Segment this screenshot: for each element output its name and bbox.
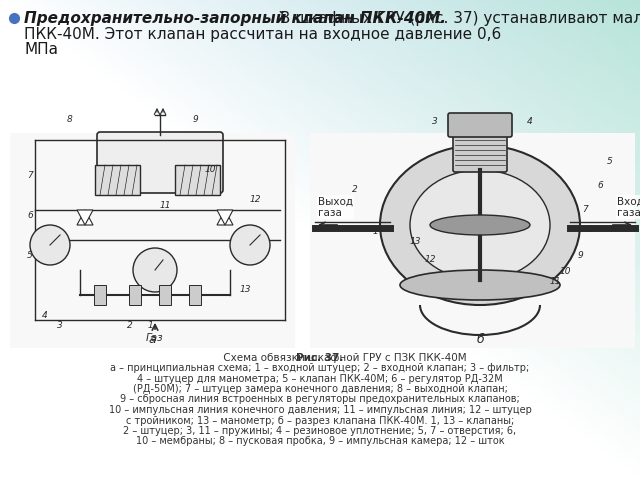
Text: 10: 10: [204, 166, 216, 175]
Circle shape: [133, 248, 177, 292]
Bar: [310, 133, 635, 348]
Text: 9: 9: [577, 251, 583, 260]
Text: 6: 6: [27, 211, 33, 219]
Text: Схема обвязки шкафной ГРУ с ПЗК ПКК-40М: Схема обвязки шкафной ГРУ с ПЗК ПКК-40М: [220, 353, 467, 363]
Text: Выход
газа: Выход газа: [318, 196, 353, 218]
Text: с тройником; 13 – манометр; б – разрез клапана ПКК-40М. 1, 13 – клапаны;: с тройником; 13 – манометр; б – разрез к…: [126, 416, 514, 425]
Text: 11: 11: [159, 201, 171, 209]
Text: 7: 7: [582, 205, 588, 215]
Circle shape: [30, 225, 70, 265]
Bar: [175, 165, 220, 195]
Polygon shape: [217, 210, 233, 225]
Polygon shape: [217, 210, 233, 225]
Text: ПКК-40М. Этот клапан рассчитан на входное давление 0,6: ПКК-40М. Этот клапан рассчитан на входно…: [24, 26, 501, 41]
Text: 3: 3: [57, 321, 63, 329]
FancyBboxPatch shape: [97, 132, 223, 193]
Text: 8: 8: [587, 226, 593, 235]
Text: 10: 10: [559, 267, 571, 276]
Text: 6: 6: [597, 180, 603, 190]
Text: Вход
газа: Вход газа: [617, 196, 640, 218]
FancyBboxPatch shape: [448, 113, 512, 137]
Text: (РД-50М); 7 – штуцер замера конечного давления; 8 – выходной клапан;: (РД-50М); 7 – штуцер замера конечного да…: [132, 384, 508, 394]
FancyBboxPatch shape: [453, 133, 507, 172]
Text: Рис. 37.: Рис. 37.: [296, 353, 344, 363]
Text: 10 – мембраны; 8 – пусковая пробка, 9 – импульсная камера; 12 – шток: 10 – мембраны; 8 – пусковая пробка, 9 – …: [136, 436, 504, 446]
Ellipse shape: [410, 170, 550, 280]
Text: 13: 13: [409, 238, 420, 247]
Text: 4: 4: [527, 118, 533, 127]
Text: 5: 5: [607, 157, 613, 167]
Text: 7: 7: [27, 170, 33, 180]
Text: 9: 9: [192, 116, 198, 124]
Text: 8: 8: [67, 116, 73, 124]
Text: Предохранительно-запорный клапан ПКК-40М.: Предохранительно-запорный клапан ПКК-40М…: [24, 11, 446, 25]
Text: 9 – сбросная линия встроенных в регуляторы предохранительных клапанов;: 9 – сбросная линия встроенных в регулято…: [120, 395, 520, 405]
Bar: [10, 133, 295, 348]
Text: Газ: Газ: [146, 333, 164, 343]
Bar: [94, 285, 106, 305]
Text: 1: 1: [372, 228, 378, 237]
Text: а: а: [148, 333, 156, 346]
Polygon shape: [77, 210, 93, 225]
Text: 2 – штуцер; 3, 11 – пружины; 4 – резиновое уплотнение; 5, 7 – отверстия; 6,: 2 – штуцер; 3, 11 – пружины; 4 – резинов…: [124, 426, 516, 436]
Ellipse shape: [380, 145, 580, 305]
Text: 4: 4: [42, 311, 48, 320]
Text: 12: 12: [249, 195, 260, 204]
Text: 5: 5: [27, 251, 33, 260]
Ellipse shape: [400, 270, 560, 300]
Text: 4 – штуцер для манометра; 5 – клапан ПКК-40М; 6 – регулятор РД-32М: 4 – штуцер для манометра; 5 – клапан ПКК…: [137, 373, 503, 384]
Text: 2: 2: [127, 321, 133, 329]
Text: МПа: МПа: [24, 43, 58, 58]
Bar: [129, 285, 141, 305]
Text: а – принципиальная схема; 1 – входной штуцер; 2 – входной клапан; 3 – фильтр;: а – принципиальная схема; 1 – входной шт…: [110, 363, 530, 373]
Text: 10 – импульсная линия конечного давления; 11 – импульсная линия; 12 – штуцер: 10 – импульсная линия конечного давления…: [109, 405, 531, 415]
Bar: [159, 285, 171, 305]
Polygon shape: [77, 210, 93, 225]
Text: 2: 2: [352, 185, 358, 194]
Text: 3: 3: [432, 118, 438, 127]
Bar: [189, 285, 201, 305]
Circle shape: [230, 225, 270, 265]
Text: В шкафных ГРУ (рис. 37) устанавливают малогабаритный ПЗК: В шкафных ГРУ (рис. 37) устанавливают ма…: [275, 10, 640, 26]
Text: 11: 11: [549, 277, 561, 287]
Text: 12: 12: [424, 255, 436, 264]
Text: б: б: [476, 333, 484, 346]
Text: 13: 13: [239, 286, 251, 295]
Text: 1: 1: [147, 321, 153, 329]
Ellipse shape: [430, 215, 530, 235]
Bar: [95, 165, 140, 195]
